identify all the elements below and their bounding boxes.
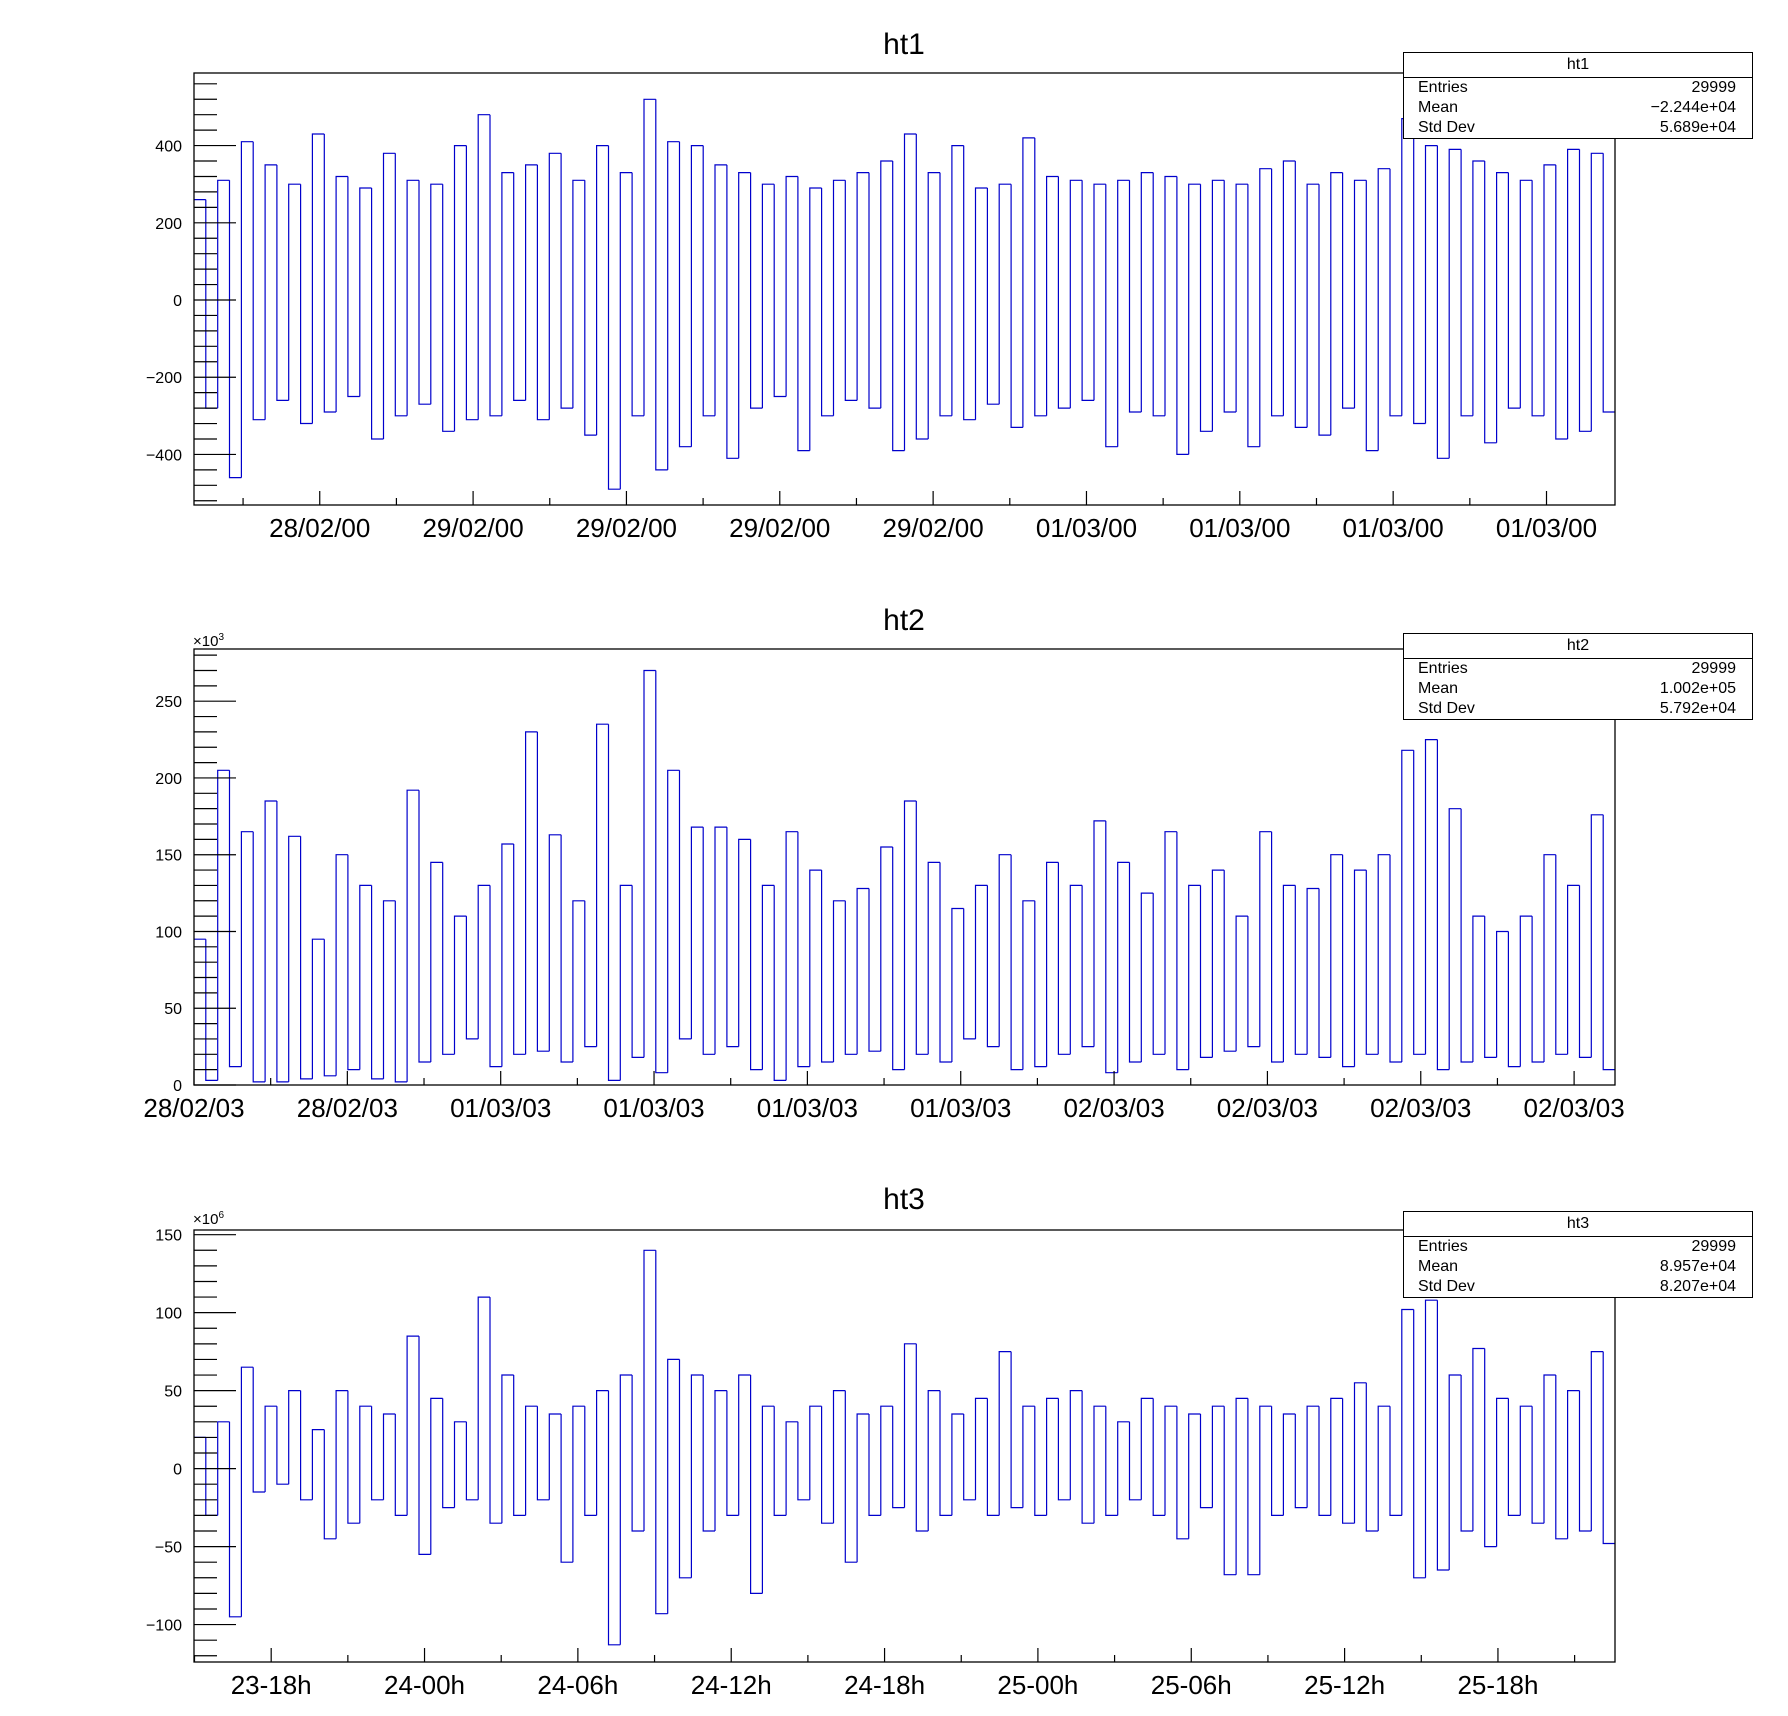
x-tick-label: 25-18h	[1457, 1670, 1538, 1700]
y-multiplier-base: ×10	[193, 633, 219, 650]
y-tick-label: −200	[146, 370, 182, 387]
plot-frame	[193, 72, 1616, 506]
stats-entries: Entries 29999	[1404, 1237, 1752, 1257]
stats-value: 5.689e+04	[1659, 119, 1736, 136]
y-multiplier-exp: 3	[218, 632, 225, 643]
x-tick-label: 02/03/03	[1370, 1093, 1471, 1123]
chart-title-ht3: ht3	[883, 1183, 925, 1216]
x-tick-label: 02/03/03	[1217, 1093, 1318, 1123]
stats-label: Std Dev	[1418, 119, 1475, 136]
stats-value: 29999	[1691, 79, 1737, 96]
x-tick-label: 29/02/00	[729, 513, 830, 543]
stats-box-ht2: ht2 Entries 29999 Mean 1.002e+05 Std Dev 5.…	[1403, 633, 1753, 720]
y-multiplier-ht2: ×103	[193, 632, 224, 650]
stats-entries: Entries 29999	[1404, 659, 1752, 679]
stats-value: 8.957e+04	[1659, 1258, 1736, 1275]
stats-std: Std Dev 5.689e+04	[1404, 118, 1752, 138]
plot-frame	[193, 648, 1616, 1086]
stats-value: 29999	[1691, 660, 1737, 677]
stats-label: Entries	[1418, 1238, 1468, 1255]
y-tick-label: 50	[164, 1001, 182, 1018]
histogram-line-ht2	[194, 669, 1615, 1083]
stats-value: −2.244e+04	[1650, 99, 1736, 116]
x-tick-label: 29/02/00	[883, 513, 984, 543]
y-multiplier-exp: 6	[218, 1210, 225, 1221]
stats-title: ht3	[1404, 1212, 1752, 1237]
y-tick-label: 150	[155, 1228, 182, 1245]
stats-label: Entries	[1418, 660, 1468, 677]
stats-entries: Entries 29999	[1404, 78, 1752, 98]
plot-ht1: −400 −200 0 200 400 28/02/00 29/02/00 29/02/00 2…	[146, 72, 1616, 543]
stats-mean: Mean 1.002e+05	[1404, 679, 1752, 699]
x-tick-label: 01/03/00	[1036, 513, 1137, 543]
stats-std: Std Dev 5.792e+04	[1404, 699, 1752, 719]
histogram-line-ht1	[194, 98, 1615, 490]
stats-label: Std Dev	[1418, 1278, 1475, 1295]
stats-value: 29999	[1691, 1238, 1737, 1255]
x-tick-label: 23-18h	[231, 1670, 312, 1700]
plot-ht2: 0 50 100 150 200 250 28/02/03 28/02/03 01/03/03 0…	[143, 648, 1625, 1123]
plot-frame	[193, 1229, 1616, 1663]
x-tick-label: 24-06h	[537, 1670, 618, 1700]
histogram-line-ht3	[194, 1249, 1615, 1646]
x-tick-label: 24-18h	[844, 1670, 925, 1700]
y-tick-label: 0	[173, 1462, 182, 1479]
y-tick-label: 400	[155, 139, 182, 156]
y-tick-label: −400	[146, 447, 182, 464]
stats-box-ht3: ht3 Entries 29999 Mean 8.957e+04 Std Dev 8.…	[1403, 1211, 1753, 1298]
stats-value: 1.002e+05	[1659, 680, 1736, 697]
chart-title-ht1: ht1	[883, 28, 925, 61]
x-tick-label: 01/03/03	[910, 1093, 1011, 1123]
y-tick-label: 100	[155, 1306, 182, 1323]
y-multiplier-base: ×10	[193, 1211, 219, 1228]
stats-label: Mean	[1418, 680, 1459, 697]
x-tick-label: 02/03/03	[1063, 1093, 1164, 1123]
x-tick-label: 28/02/03	[297, 1093, 398, 1123]
y-tick-label: 50	[164, 1384, 182, 1401]
stats-label: Std Dev	[1418, 700, 1475, 717]
x-tick-label: 28/02/03	[143, 1093, 244, 1123]
y-tick-label: 150	[155, 848, 182, 865]
stats-label: Mean	[1418, 1258, 1459, 1275]
y-multiplier-ht3: ×106	[193, 1210, 224, 1228]
y-tick-label: −100	[146, 1618, 182, 1635]
x-tick-label: 01/03/03	[603, 1093, 704, 1123]
stats-mean: Mean −2.244e+04	[1404, 98, 1752, 118]
stats-label: Entries	[1418, 79, 1468, 96]
stats-std: Std Dev 8.207e+04	[1404, 1277, 1752, 1297]
stats-title: ht1	[1404, 53, 1752, 78]
stats-label: Mean	[1418, 99, 1459, 116]
y-tick-label: 0	[173, 293, 182, 310]
x-tick-label: 01/03/03	[450, 1093, 551, 1123]
x-tick-label: 29/02/00	[576, 513, 677, 543]
chart-title-ht2: ht2	[883, 604, 925, 637]
x-tick-label: 01/03/00	[1189, 513, 1290, 543]
y-tick-label: −50	[155, 1540, 182, 1557]
y-tick-label: 0	[173, 1078, 182, 1095]
x-tick-label: 01/03/00	[1496, 513, 1597, 543]
stats-box-ht1: ht1 Entries 29999 Mean −2.244e+04 Std Dev 5…	[1403, 52, 1753, 139]
y-tick-label: 100	[155, 924, 182, 941]
stats-title: ht2	[1404, 634, 1752, 659]
stats-mean: Mean 8.957e+04	[1404, 1257, 1752, 1277]
plot-ht3: −100 −50 0 50 100 150 23-18h 24-00h 24-06h 24-12h…	[146, 1228, 1616, 1700]
x-tick-label: 25-12h	[1304, 1670, 1385, 1700]
y-tick-label: 200	[155, 771, 182, 788]
y-tick-label: 250	[155, 694, 182, 711]
x-tick-label: 02/03/03	[1523, 1093, 1624, 1123]
x-tick-label: 28/02/00	[269, 513, 370, 543]
x-tick-label: 29/02/00	[422, 513, 523, 543]
stats-value: 5.792e+04	[1659, 700, 1736, 717]
x-tick-label: 01/03/00	[1343, 513, 1444, 543]
x-tick-label: 25-00h	[997, 1670, 1078, 1700]
x-tick-label: 01/03/03	[757, 1093, 858, 1123]
x-tick-label: 24-12h	[691, 1670, 772, 1700]
x-tick-label: 25-06h	[1151, 1670, 1232, 1700]
x-tick-label: 24-00h	[384, 1670, 465, 1700]
stats-value: 8.207e+04	[1659, 1278, 1736, 1295]
y-tick-label: 200	[155, 216, 182, 233]
